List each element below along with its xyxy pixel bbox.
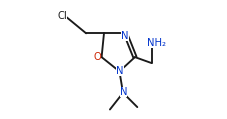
Text: N: N — [120, 87, 127, 97]
Text: N: N — [121, 31, 128, 41]
Text: NH₂: NH₂ — [147, 38, 166, 48]
Text: Cl: Cl — [57, 11, 67, 21]
Text: O: O — [94, 52, 101, 62]
Text: N: N — [116, 66, 124, 76]
